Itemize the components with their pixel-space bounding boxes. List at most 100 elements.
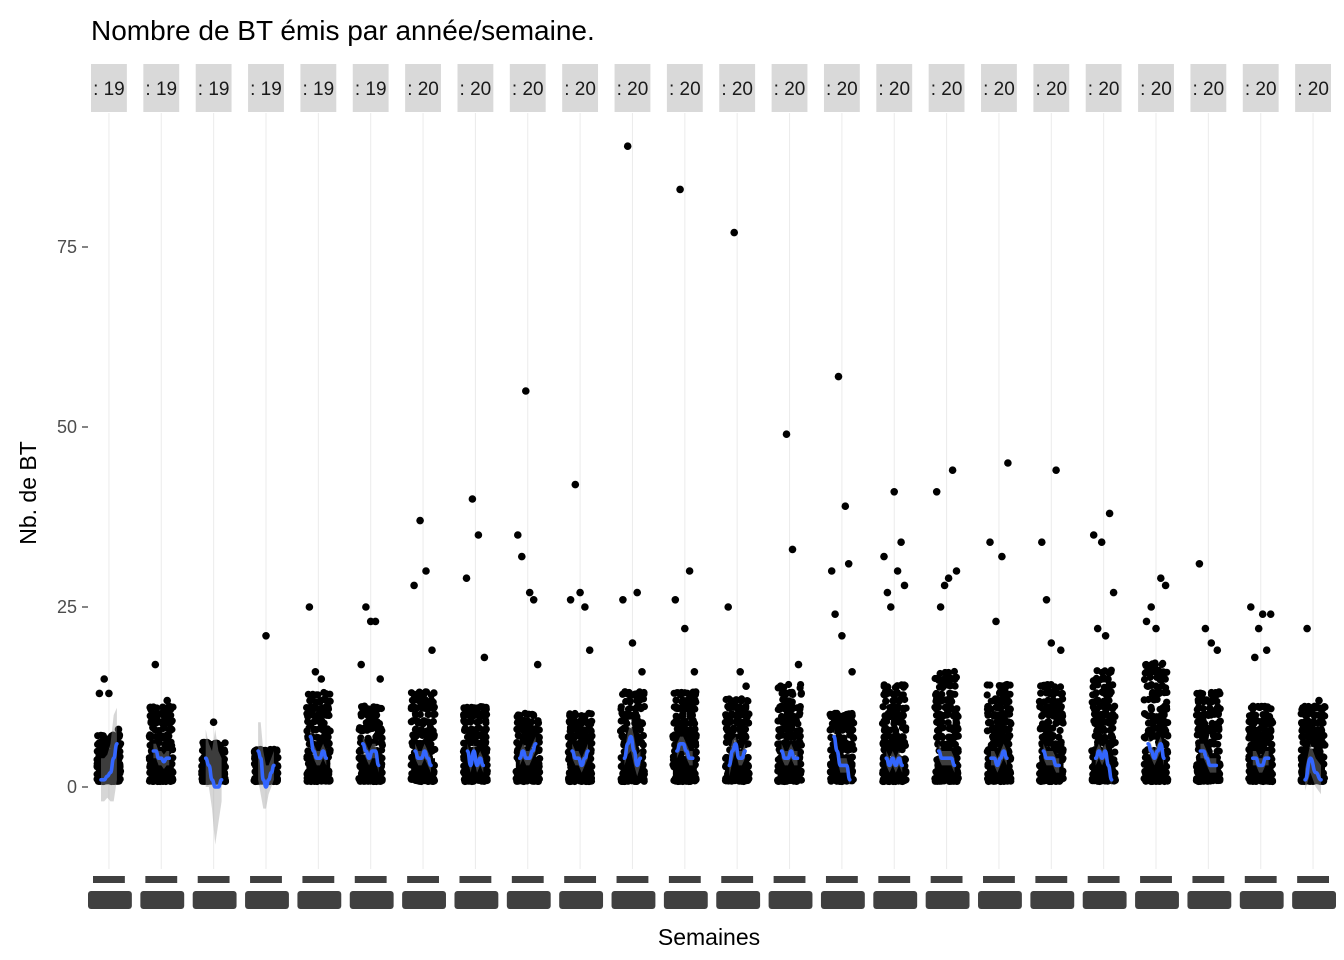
data-point [983, 681, 991, 689]
outlier-point [633, 588, 641, 597]
data-point [953, 724, 962, 732]
data-point [898, 719, 906, 727]
data-point [837, 734, 845, 742]
data-point [797, 681, 805, 689]
outlier-point [841, 502, 850, 511]
outlier-point [525, 588, 534, 597]
x-tick-label-band [297, 891, 342, 909]
data-point [582, 732, 590, 740]
data-point [1005, 698, 1013, 706]
data-point [199, 738, 207, 747]
data-point [372, 704, 380, 712]
outlier-point [514, 531, 522, 539]
data-point [722, 711, 730, 719]
data-point [417, 726, 426, 734]
data-point [481, 739, 489, 748]
points-outliers [305, 603, 332, 719]
data-point [880, 733, 888, 741]
outlier-point [571, 480, 580, 489]
points-dense-core [777, 758, 802, 783]
data-point [944, 719, 952, 727]
facet-plot [303, 113, 334, 869]
data-point [953, 711, 961, 719]
outlier-point [848, 668, 856, 676]
data-point [882, 738, 890, 747]
x-axis-dash [878, 876, 911, 883]
data-point [221, 739, 229, 747]
data-point [744, 719, 753, 727]
outlier-point [730, 228, 738, 237]
outlier-point [890, 488, 898, 496]
facet-plot [878, 113, 910, 869]
data-point [515, 726, 523, 734]
smooth-line [518, 742, 538, 760]
data-point [945, 725, 954, 733]
data-point [671, 741, 679, 749]
points-dense-core [306, 758, 331, 783]
outlier-point [474, 531, 483, 539]
outlier-point [95, 689, 104, 698]
data-point [407, 689, 416, 697]
data-point [742, 733, 750, 741]
data-point [892, 734, 901, 742]
facet-strip-label: : 20 [721, 79, 753, 100]
data-point [879, 703, 887, 711]
data-point [621, 689, 629, 697]
data-point [945, 733, 953, 741]
data-point [375, 731, 383, 739]
x-tick-label-band [873, 891, 918, 909]
data-point [880, 681, 888, 689]
data-point [378, 739, 386, 748]
data-point [788, 724, 796, 732]
smooth-line [570, 749, 590, 768]
outlier-point [371, 617, 380, 626]
x-axis-dash [616, 876, 649, 883]
data-point [103, 739, 111, 748]
facet-plot [93, 113, 125, 869]
outlier-point [100, 675, 108, 683]
points-dense-core [97, 758, 121, 783]
data-point [535, 747, 543, 755]
facet-strip-label: : 19 [250, 79, 282, 100]
x-tick-label-band [663, 891, 708, 909]
outlier-point [742, 682, 750, 690]
data-point [679, 712, 687, 720]
data-point [796, 732, 804, 740]
outlier-point [305, 603, 314, 611]
data-point [679, 689, 687, 698]
data-point [158, 718, 166, 726]
x-tick-label-band [820, 891, 865, 909]
data-point [898, 733, 907, 741]
outlier-point [480, 653, 489, 662]
points-dense [459, 703, 491, 786]
outlier-point [900, 581, 909, 590]
data-point [409, 731, 417, 739]
facet-strip [614, 64, 651, 112]
outlier-point [357, 660, 366, 669]
smooth-line [622, 734, 643, 768]
data-point [320, 688, 328, 697]
points-outliers [514, 387, 542, 669]
facet-plot [459, 113, 491, 869]
data-point [571, 710, 579, 719]
data-point [566, 727, 574, 735]
data-point [989, 724, 997, 732]
data-point [580, 726, 588, 734]
outlier-point [362, 603, 370, 611]
smooth-line [99, 742, 119, 782]
data-point [672, 712, 680, 720]
outlier-point [619, 596, 627, 604]
points-outliers [151, 660, 171, 705]
facet-panel: : 19 [88, 64, 132, 909]
points-outliers [357, 603, 385, 683]
data-point [160, 724, 168, 732]
data-point [480, 732, 488, 741]
facet-panel: : 20 [559, 64, 604, 909]
data-point [725, 726, 733, 734]
facet-panel: : 20 [925, 64, 970, 909]
outlier-point [317, 675, 326, 683]
data-point [534, 717, 542, 725]
data-point [892, 683, 900, 691]
x-tick-label-band [454, 891, 499, 909]
